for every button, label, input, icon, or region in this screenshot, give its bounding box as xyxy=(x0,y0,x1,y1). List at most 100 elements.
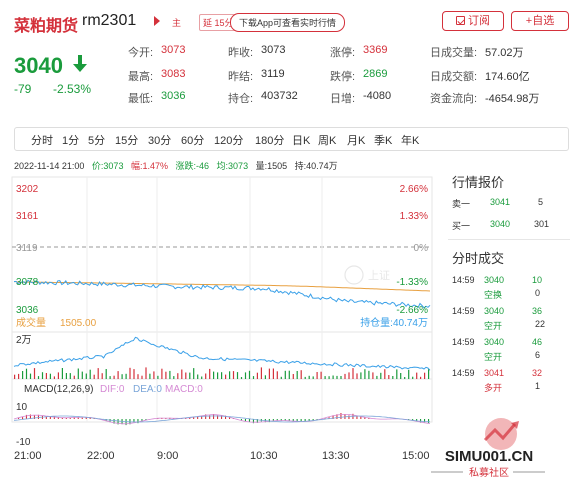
x-axis-ticks: 21:00 22:00 9:00 10:30 13:30 15:00 xyxy=(14,450,430,462)
watermark-community: 私募社区 xyxy=(469,466,509,479)
macd-bar xyxy=(416,419,418,421)
trade-time-0: 14:59 xyxy=(452,275,475,285)
trade-type-0: 空换 xyxy=(484,290,503,300)
tab-2[interactable]: 5分 xyxy=(88,135,106,147)
dea-line xyxy=(13,415,431,423)
volume-bar xyxy=(173,376,175,379)
macd-bar xyxy=(424,419,426,423)
y-tick-left-0: 3202 xyxy=(16,184,39,195)
macd-bar xyxy=(348,415,350,419)
volume-bar xyxy=(14,374,16,379)
volume-bar xyxy=(304,376,306,379)
volume-bar xyxy=(328,376,330,379)
period-tabs: 分时 1分 5分 15分 30分 60分 120分 180分 日K 周K 月K 季K 年K xyxy=(14,127,569,151)
macd-bar xyxy=(53,416,55,419)
play-icon[interactable] xyxy=(154,16,160,26)
quote-value-4: 3083 xyxy=(161,68,186,80)
volume-bar xyxy=(113,375,115,379)
macd-bar xyxy=(109,419,111,423)
volume-bar xyxy=(276,371,278,379)
quote-value-2: 3369 xyxy=(363,44,388,56)
volume-bar xyxy=(364,369,366,379)
macd-bar xyxy=(332,415,334,419)
macd-bar xyxy=(428,419,430,423)
volume-bar xyxy=(392,376,394,379)
download-app-button[interactable]: 下载App可查看实时行情 xyxy=(230,13,346,32)
macd-axis-top: 10 xyxy=(16,402,28,413)
volume-bar xyxy=(388,375,390,379)
y-tick-right-1: 1.33% xyxy=(400,211,428,222)
macd-bar xyxy=(165,418,167,419)
tab-4[interactable]: 30分 xyxy=(148,135,172,147)
watermark-logo: 上证 xyxy=(344,265,390,285)
macd-bar xyxy=(312,419,314,422)
tab-0[interactable]: 分时 xyxy=(31,135,53,147)
tab-10[interactable]: 月K xyxy=(347,135,366,147)
macd-bar xyxy=(81,417,83,419)
volume-bar xyxy=(260,367,262,379)
tab-12[interactable]: 年K xyxy=(401,135,420,147)
volume-bar xyxy=(416,372,418,379)
macd-bar xyxy=(45,416,47,419)
macd-bar xyxy=(22,417,24,419)
macd-bar xyxy=(141,419,143,422)
volume-bar xyxy=(368,370,370,379)
macd-bar xyxy=(356,415,358,419)
volume-bar xyxy=(412,376,414,379)
volume-bar xyxy=(372,372,374,379)
info-price: 价:3073 xyxy=(91,161,124,171)
trade-volume-2: 46 xyxy=(532,337,543,347)
volume-label: 成交量 xyxy=(16,316,46,329)
quote-label-5: 昨结: xyxy=(228,71,254,83)
volume-bar xyxy=(125,373,127,379)
tab-6[interactable]: 120分 xyxy=(214,135,244,147)
intraday-chart[interactable]: 上证 3202 3161 3119 3078 3036 2.66% 1.33% … xyxy=(0,157,440,467)
quote-value-10: -4080 xyxy=(363,90,392,102)
tab-3[interactable]: 15分 xyxy=(115,135,139,147)
volume-bar xyxy=(201,376,203,379)
macd-bar xyxy=(284,419,286,421)
tab-5[interactable]: 60分 xyxy=(181,135,205,147)
volume-bar xyxy=(161,368,163,379)
down-arrow-icon xyxy=(73,55,87,72)
volume-bars xyxy=(14,367,430,379)
quote-label-0: 今开: xyxy=(128,47,154,59)
volume-axis-label: 2万 xyxy=(16,335,32,346)
last-price: 3040 xyxy=(14,53,63,78)
dea-label: DEA:0 xyxy=(133,384,162,395)
y-tick-left-2: 3119 xyxy=(16,243,38,254)
tab-11[interactable]: 季K xyxy=(374,135,393,147)
watermark-site: SIMU001.CN xyxy=(445,448,533,465)
quote-value-9: 403732 xyxy=(261,90,298,102)
trades-title: 分时成交 xyxy=(452,251,505,266)
volume-bar xyxy=(296,371,298,379)
subscribe-button[interactable]: 订阅 xyxy=(442,11,504,31)
add-favorite-button[interactable]: +自选 xyxy=(511,11,569,31)
quote-label-6: 跌停: xyxy=(330,71,356,83)
macd-bar xyxy=(73,417,75,419)
tab-8[interactable]: 日K xyxy=(292,135,311,147)
volume-bar xyxy=(149,373,151,379)
trade-price-2: 3040 xyxy=(484,337,505,347)
volume-bar xyxy=(420,376,422,379)
volume-bar xyxy=(400,373,402,379)
quote-label-11: 资金流向: xyxy=(430,93,478,105)
tab-9[interactable]: 周K xyxy=(318,135,337,147)
tab-7[interactable]: 180分 xyxy=(255,135,285,147)
macd-label: MACD(12,26,9) xyxy=(24,384,93,395)
y-tick-right-4: -2.66% xyxy=(396,305,428,316)
volume-bar xyxy=(244,372,247,379)
volume-bar xyxy=(97,368,99,379)
site-watermark: SIMU001.CN 私募社区 xyxy=(431,418,545,479)
volume-bar xyxy=(169,370,171,379)
volume-bar xyxy=(424,372,426,379)
quote-value-3: 57.02万 xyxy=(485,47,524,59)
volume-bar xyxy=(165,371,167,379)
trade-time-1: 14:59 xyxy=(452,306,475,316)
price-change: -79 xyxy=(14,82,32,96)
macd-bar xyxy=(364,417,366,419)
volume-value: 1505.00 xyxy=(60,318,97,329)
volume-bar xyxy=(45,373,47,379)
macd-bar xyxy=(65,417,67,419)
tab-1[interactable]: 1分 xyxy=(62,135,80,147)
